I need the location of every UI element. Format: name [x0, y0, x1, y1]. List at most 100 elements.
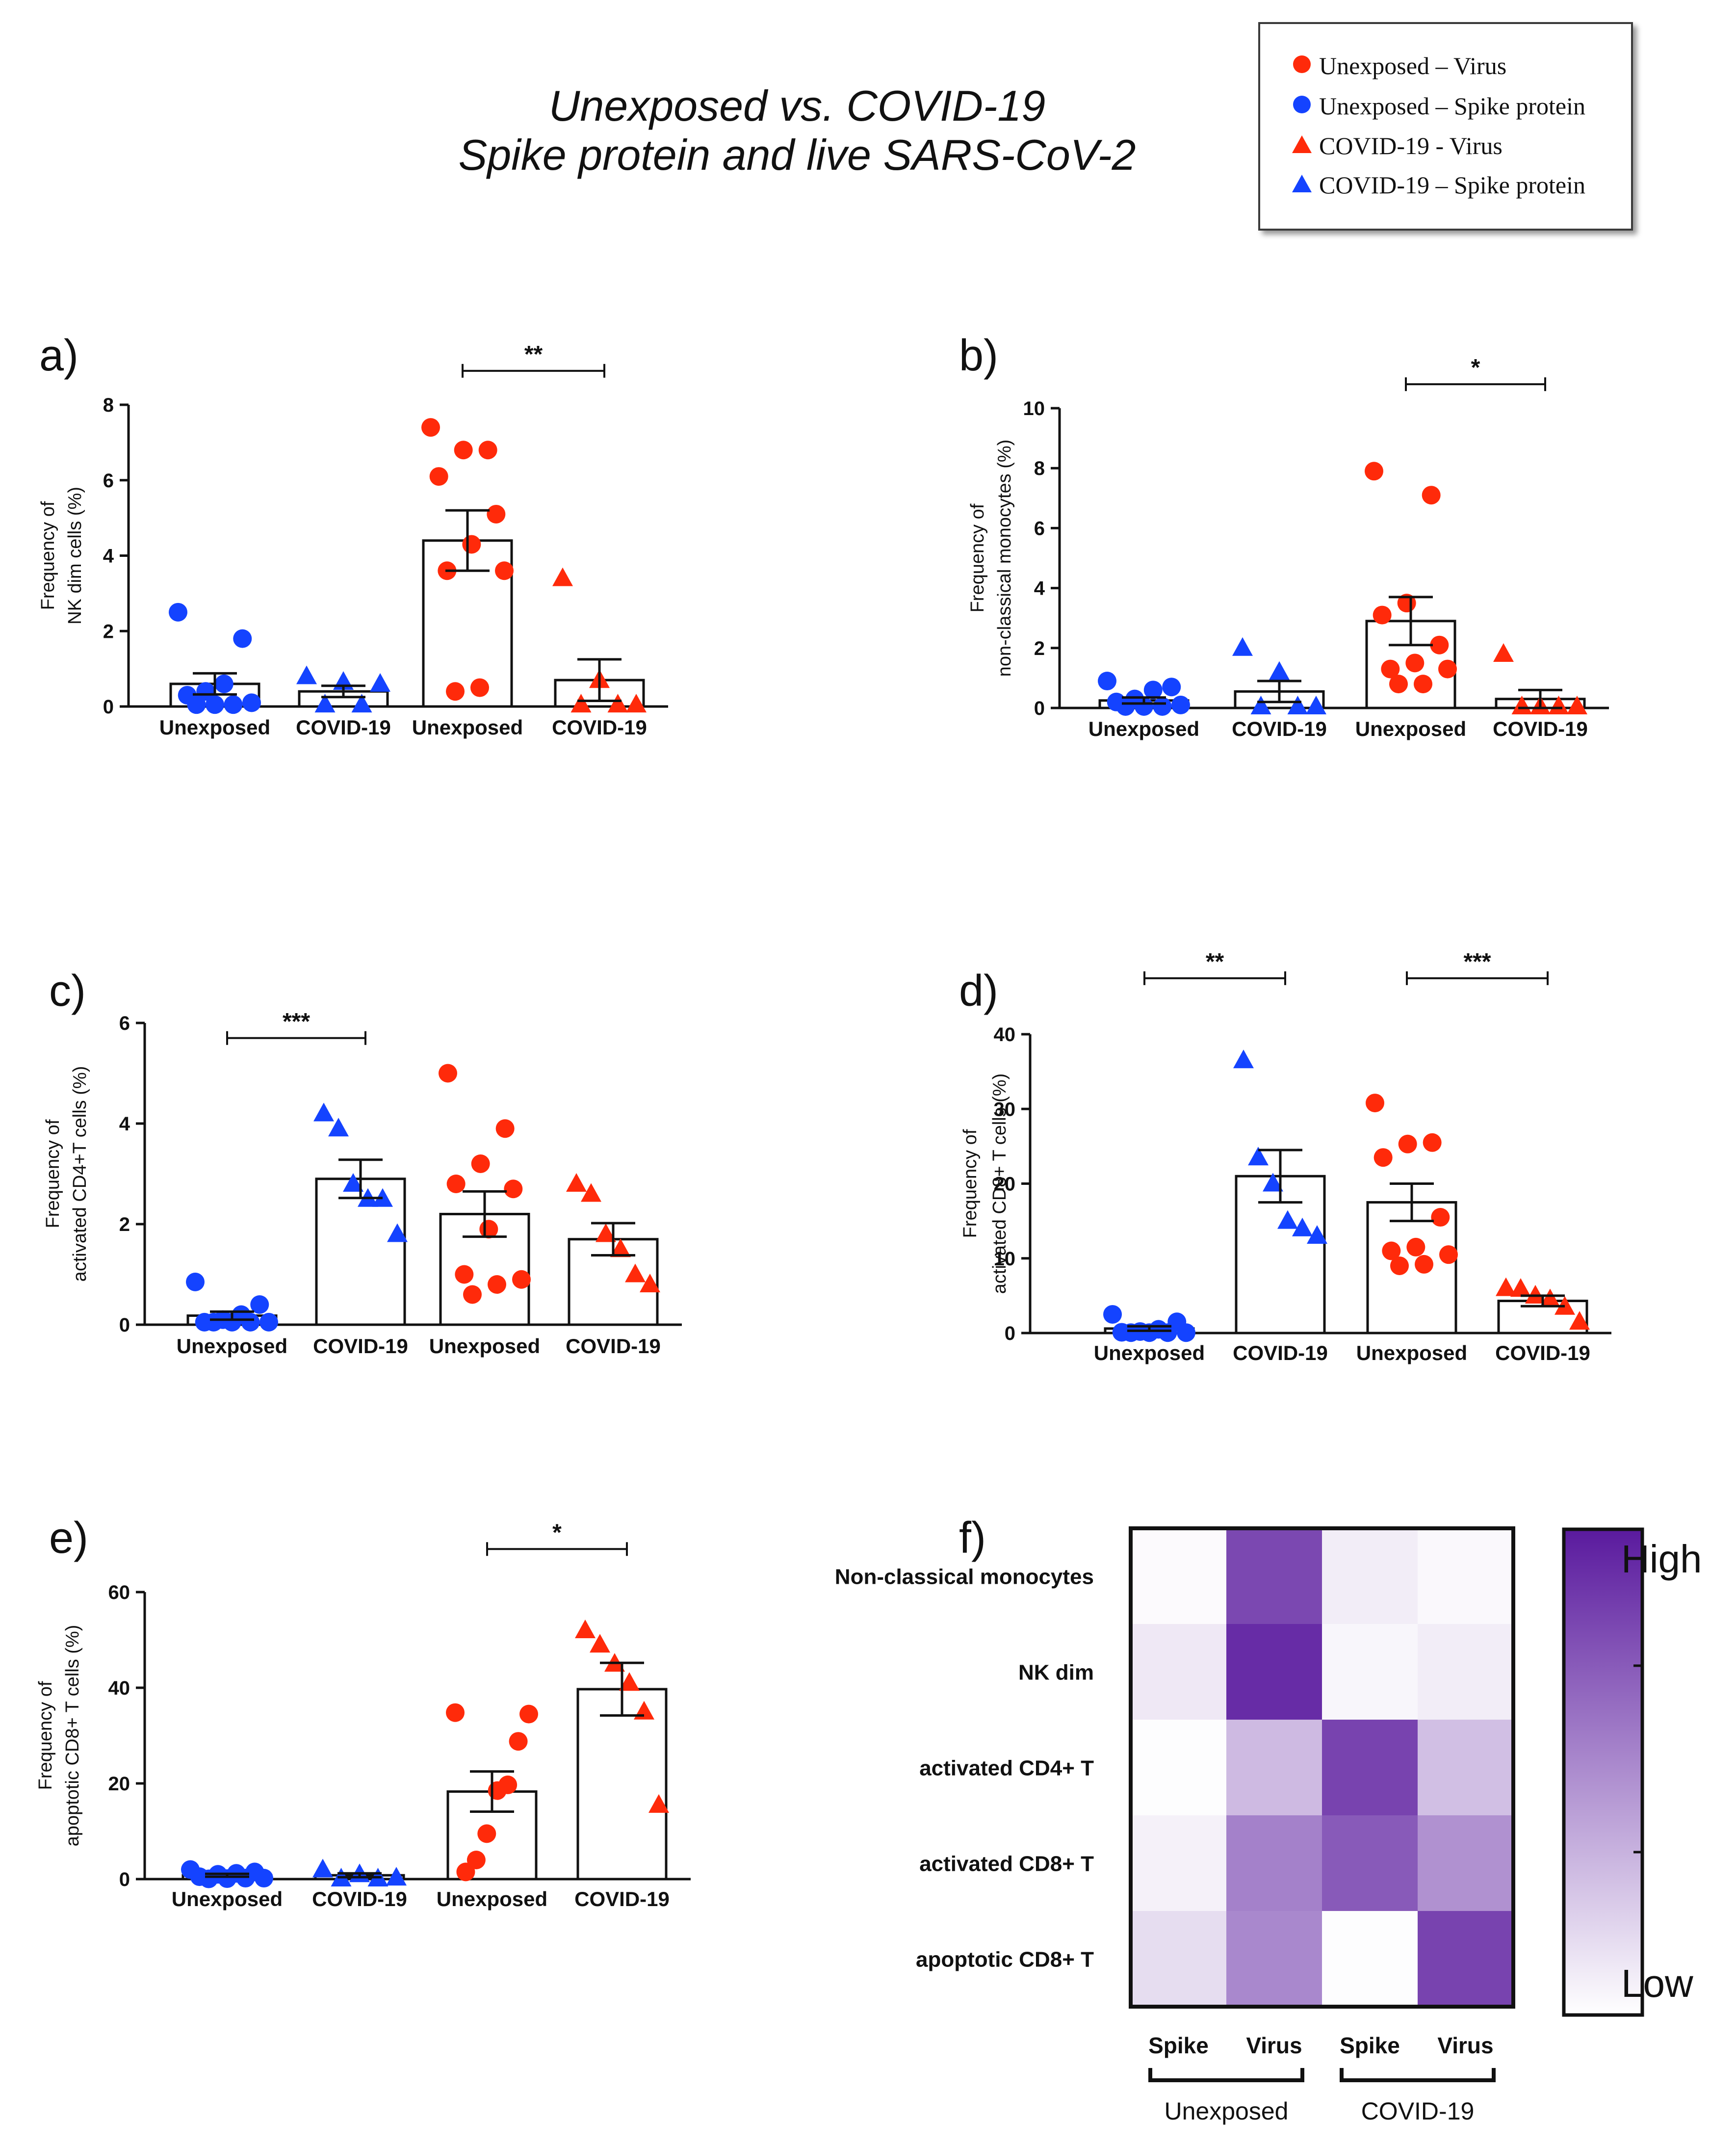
significance-label: ** [1206, 949, 1224, 975]
y-tick-label: 20 [994, 1174, 1016, 1195]
data-point [488, 1275, 506, 1294]
legend: Unexposed – Virus Unexposed – Spike prot… [1258, 22, 1633, 231]
heatmap-cell [1131, 1624, 1226, 1720]
data-point [312, 1858, 333, 1878]
data-point [1153, 697, 1172, 716]
data-point [626, 694, 647, 713]
x-tick-label: Unexposed [412, 716, 523, 739]
data-point [1177, 1323, 1195, 1342]
colorbar-high-label: High [1621, 1537, 1702, 1581]
data-point [509, 1732, 528, 1751]
heatmap-row-label: activated CD4+ T [919, 1756, 1094, 1780]
data-point [214, 674, 233, 693]
data-point [1269, 661, 1290, 680]
data-point [296, 665, 317, 684]
y-axis-label: activated CD8+ T cells (%) [989, 1073, 1010, 1294]
data-point [1439, 1245, 1458, 1264]
data-point [224, 695, 243, 714]
x-tick-label: Unexposed [177, 1335, 287, 1358]
data-point [1390, 1256, 1409, 1275]
x-tick-label: COVID-19 [296, 716, 391, 739]
data-point [596, 1223, 616, 1242]
data-point [387, 1223, 408, 1242]
panel-f: f)Non-classical monocytes NK dim activated… [835, 1514, 1702, 2125]
y-tick-label: 4 [119, 1113, 130, 1135]
data-point [1292, 1217, 1313, 1236]
data-point [1232, 637, 1253, 656]
heatmap-cell [1226, 1528, 1322, 1624]
data-point [477, 1824, 496, 1843]
heatmap-cell [1322, 1528, 1418, 1624]
x-tick-label: COVID-19 [574, 1887, 670, 1910]
y-axis-label: non-classical monocytes (%) [994, 440, 1015, 677]
data-point [462, 535, 481, 554]
heatmap-cell [1418, 1624, 1513, 1720]
data-point [1493, 643, 1514, 662]
red-triangle-icon [1290, 131, 1314, 160]
x-tick-label: COVID-19 [1493, 717, 1588, 740]
y-tick-label: 10 [1023, 398, 1045, 419]
data-point [456, 1862, 475, 1882]
data-point [446, 682, 465, 701]
data-point [495, 561, 514, 580]
heatmap-cell [1226, 1720, 1322, 1815]
data-point [439, 1064, 457, 1083]
data-point [1233, 1049, 1254, 1069]
y-tick-label: 0 [119, 1869, 130, 1890]
x-tick-label: Unexposed [1355, 717, 1466, 740]
data-point [1135, 697, 1153, 716]
legend-label: Unexposed – Virus [1319, 52, 1507, 79]
data-point [1307, 1225, 1327, 1244]
panel-label: a) [39, 331, 78, 380]
y-tick-label: 4 [1034, 578, 1045, 600]
y-tick-label: 30 [994, 1099, 1016, 1120]
data-point [1098, 672, 1116, 691]
data-point [519, 1704, 538, 1724]
y-axis-label: Frequency of [960, 1129, 981, 1238]
blue-circle-icon [1290, 92, 1314, 120]
heatmap-cell [1226, 1815, 1322, 1911]
y-axis-label: Frequency of [967, 503, 988, 612]
data-point [454, 441, 473, 460]
data-point [471, 1154, 490, 1173]
y-tick-label: 40 [994, 1024, 1016, 1046]
legend-label: COVID-19 – Spike protein [1319, 171, 1585, 199]
heatmap-cell [1418, 1815, 1513, 1911]
heatmap-border [1129, 1526, 1515, 2009]
legend-label: Unexposed – Spike protein [1319, 92, 1585, 120]
data-point [570, 694, 592, 713]
data-point [233, 629, 252, 648]
y-tick-label: 0 [119, 1314, 130, 1336]
panel-b: b) 0 2 4 6 8 10 Frequency of non-classical monoc… [959, 331, 1609, 740]
panel-label: c) [49, 967, 86, 1016]
data-point [186, 1272, 205, 1291]
figure-title-line2: Spike protein and live SARS-CoV-2 [458, 131, 1136, 179]
y-tick-label: 2 [1034, 638, 1045, 659]
data-point [463, 1285, 482, 1304]
legend-item-covid-spike: COVID-19 – Spike protein [1290, 168, 1585, 202]
data-point [1525, 1284, 1546, 1304]
data-point [204, 1312, 223, 1332]
data-point [446, 1175, 466, 1193]
data-point [1103, 1305, 1122, 1324]
heatmap-cell [1226, 1624, 1322, 1720]
data-point [343, 1173, 363, 1192]
data-point [625, 1263, 646, 1282]
y-tick-label: 40 [108, 1677, 130, 1699]
y-tick-label: 6 [103, 470, 114, 492]
heatmap-cell [1226, 1911, 1322, 2007]
x-tick-label: Unexposed [429, 1335, 540, 1358]
data-point [386, 1867, 407, 1886]
y-tick-label: 2 [103, 621, 114, 642]
y-axis-label: Frequency of [43, 1119, 63, 1228]
x-tick-label: COVID-19 [566, 1335, 661, 1358]
data-point [1277, 1210, 1298, 1229]
data-point [1405, 654, 1425, 673]
significance-label: * [552, 1519, 562, 1545]
panel-label: e) [49, 1514, 88, 1563]
data-point [1373, 605, 1392, 625]
data-point [610, 1238, 631, 1257]
panel-label: f) [959, 1514, 986, 1563]
x-tick-label: Unexposed [1088, 717, 1199, 740]
data-point [242, 693, 261, 712]
